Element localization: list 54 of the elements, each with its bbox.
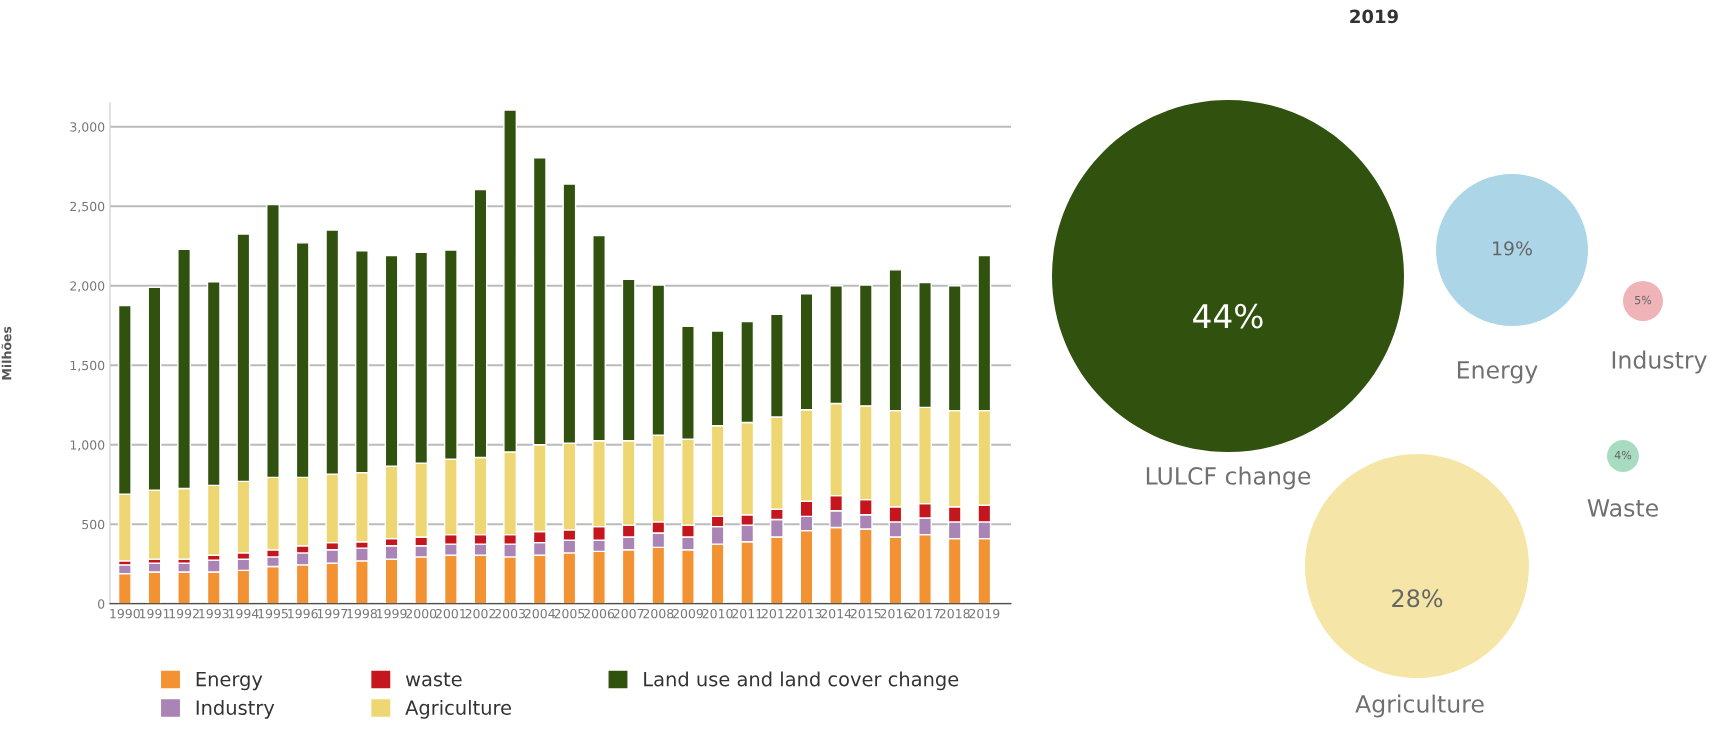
category-label: Agriculture [1355,694,1484,718]
y-tick-label: 1,500 [70,360,105,372]
x-tick-label: 2007 [613,608,644,619]
category-label: Industry [1612,350,1707,374]
x-tick-label: 2008 [643,608,674,619]
x-tick-label: 1996 [288,608,318,619]
x-tick-label: 2016 [880,608,911,619]
x-tick-label: 2019 [969,608,1000,619]
x-tick-label: 2014 [821,608,852,619]
x-tick-label: 2001 [435,608,466,619]
data-label: 19% [1493,241,1532,256]
x-tick-label: 1992 [169,608,199,619]
y-axis-title: Milhões [1,326,12,380]
category-label: Waste [1587,499,1658,517]
x-tick-label: 2018 [939,608,970,619]
category-label: LULCF change [1146,466,1311,490]
x-tick-label: 2010 [702,608,733,619]
category-label: Energy [1457,361,1538,384]
y-tick-label: 500 [82,519,105,530]
y-tick-label: 3,000 [70,122,105,133]
x-tick-label: 1995 [258,608,288,619]
x-tick-label: 1994 [228,608,259,619]
x-tick-label: 1991 [139,608,170,619]
data-label: 28% [1392,589,1443,608]
y-tick-label: 2,000 [70,281,105,292]
x-tick-label: 2006 [584,608,615,619]
legend-label: Agriculture [405,699,511,719]
data-label: 4% [1614,450,1632,460]
x-tick-label: 2002 [465,608,496,619]
y-tick-label: 1,000 [70,440,105,451]
x-tick-label: 1993 [199,608,229,619]
data-label: 5% [1635,295,1652,305]
x-tick-label: 2004 [524,608,555,619]
text: 2019 [1350,9,1398,24]
x-tick-label: 1990 [110,608,140,619]
legend-label: Energy [196,672,263,691]
legend-label: Land use and land cover change [644,671,959,691]
x-tick-label: 1999 [377,608,407,619]
y-tick-label: 0 [98,599,105,609]
x-tick-label: 2015 [850,608,881,619]
y-tick-label: 2,500 [70,201,105,213]
x-tick-label: 2012 [761,608,792,619]
legend-label: Industry [196,699,275,719]
x-tick-label: 1998 [347,608,377,619]
x-tick-label: 2009 [672,608,703,619]
data-label: 44% [1193,303,1263,329]
x-tick-label: 1997 [317,608,348,619]
x-tick-label: 2011 [732,608,762,619]
x-tick-label: 2013 [791,608,822,619]
x-tick-label: 2003 [495,608,526,619]
x-tick-label: 2017 [910,608,940,619]
x-tick-label: 2000 [406,608,437,619]
legend-label: waste [405,672,462,687]
x-tick-label: 2005 [554,608,585,619]
